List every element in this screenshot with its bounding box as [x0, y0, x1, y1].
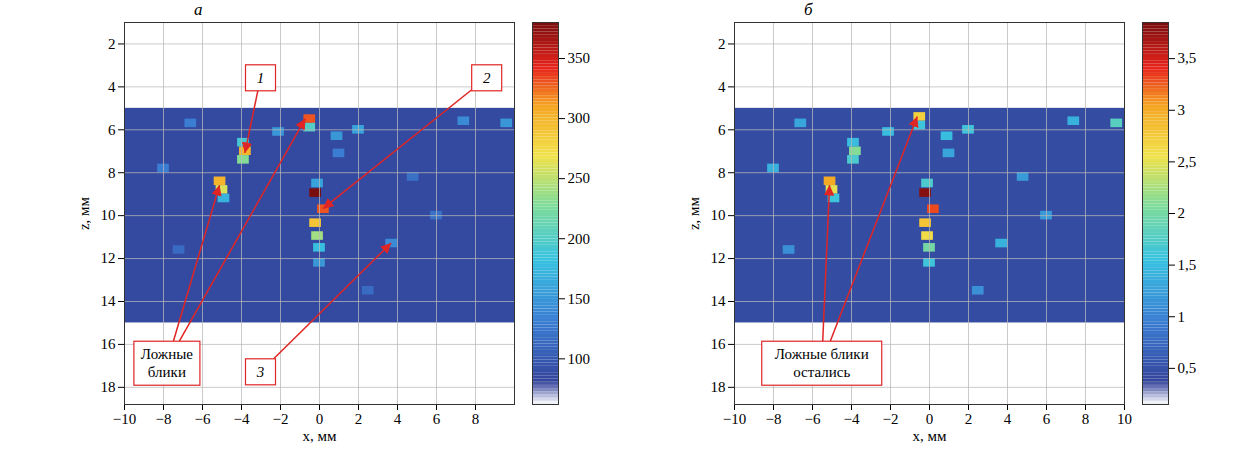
svg-text:18: 18: [101, 379, 116, 395]
svg-text:14: 14: [101, 293, 117, 309]
svg-text:2: 2: [483, 70, 491, 86]
svg-text:x, мм: x, мм: [913, 428, 947, 444]
svg-text:3,5: 3,5: [1178, 50, 1197, 66]
svg-text:250: 250: [568, 170, 591, 186]
svg-text:10: 10: [711, 207, 726, 223]
svg-text:4: 4: [1004, 411, 1012, 427]
svg-text:300: 300: [568, 110, 591, 126]
svg-text:−6: −6: [195, 411, 211, 427]
svg-text:4: 4: [718, 79, 726, 95]
svg-text:1: 1: [1178, 309, 1186, 325]
svg-text:−4: −4: [234, 411, 250, 427]
svg-text:10: 10: [101, 207, 116, 223]
svg-text:а: а: [194, 0, 203, 19]
svg-text:18: 18: [711, 379, 726, 395]
svg-text:Ложныеблики: Ложныеблики: [141, 346, 193, 380]
svg-text:2: 2: [718, 36, 726, 52]
svg-text:4: 4: [108, 79, 116, 95]
svg-text:0: 0: [316, 411, 324, 427]
svg-text:16: 16: [101, 336, 117, 352]
svg-text:8: 8: [472, 411, 480, 427]
svg-text:z, мм: z, мм: [76, 196, 92, 230]
svg-text:2: 2: [108, 36, 116, 52]
svg-text:6: 6: [718, 122, 726, 138]
svg-text:3: 3: [1178, 102, 1186, 118]
svg-text:Ложные бликиостались: Ложные бликиостались: [775, 346, 869, 380]
svg-text:−4: −4: [844, 411, 860, 427]
svg-text:б: б: [804, 0, 813, 19]
svg-text:12: 12: [711, 250, 726, 266]
svg-text:200: 200: [568, 231, 591, 247]
svg-text:−6: −6: [805, 411, 821, 427]
svg-text:x, мм: x, мм: [303, 428, 337, 444]
svg-text:6: 6: [433, 411, 441, 427]
svg-text:10: 10: [1117, 411, 1132, 427]
svg-text:3: 3: [256, 364, 265, 380]
svg-text:8: 8: [1082, 411, 1090, 427]
svg-text:6: 6: [108, 122, 116, 138]
svg-text:−10: −10: [113, 411, 136, 427]
svg-text:350: 350: [568, 50, 591, 66]
svg-text:2: 2: [355, 411, 363, 427]
svg-text:14: 14: [711, 293, 727, 309]
svg-text:2,5: 2,5: [1178, 154, 1197, 170]
svg-text:−2: −2: [883, 411, 899, 427]
svg-text:−10: −10: [723, 411, 746, 427]
svg-text:16: 16: [711, 336, 727, 352]
svg-text:150: 150: [568, 291, 591, 307]
svg-text:0: 0: [926, 411, 934, 427]
svg-text:1,5: 1,5: [1178, 257, 1197, 273]
svg-text:8: 8: [718, 165, 726, 181]
svg-text:2: 2: [1178, 205, 1186, 221]
svg-text:−2: −2: [273, 411, 289, 427]
svg-text:2: 2: [965, 411, 973, 427]
svg-text:0,5: 0,5: [1178, 360, 1197, 376]
svg-text:−8: −8: [766, 411, 782, 427]
svg-text:4: 4: [394, 411, 402, 427]
svg-text:12: 12: [101, 250, 116, 266]
svg-text:100: 100: [568, 351, 591, 367]
svg-text:8: 8: [108, 165, 116, 181]
svg-text:z, мм: z, мм: [686, 196, 702, 230]
svg-text:−8: −8: [156, 411, 172, 427]
svg-text:6: 6: [1043, 411, 1051, 427]
svg-text:1: 1: [257, 70, 265, 86]
